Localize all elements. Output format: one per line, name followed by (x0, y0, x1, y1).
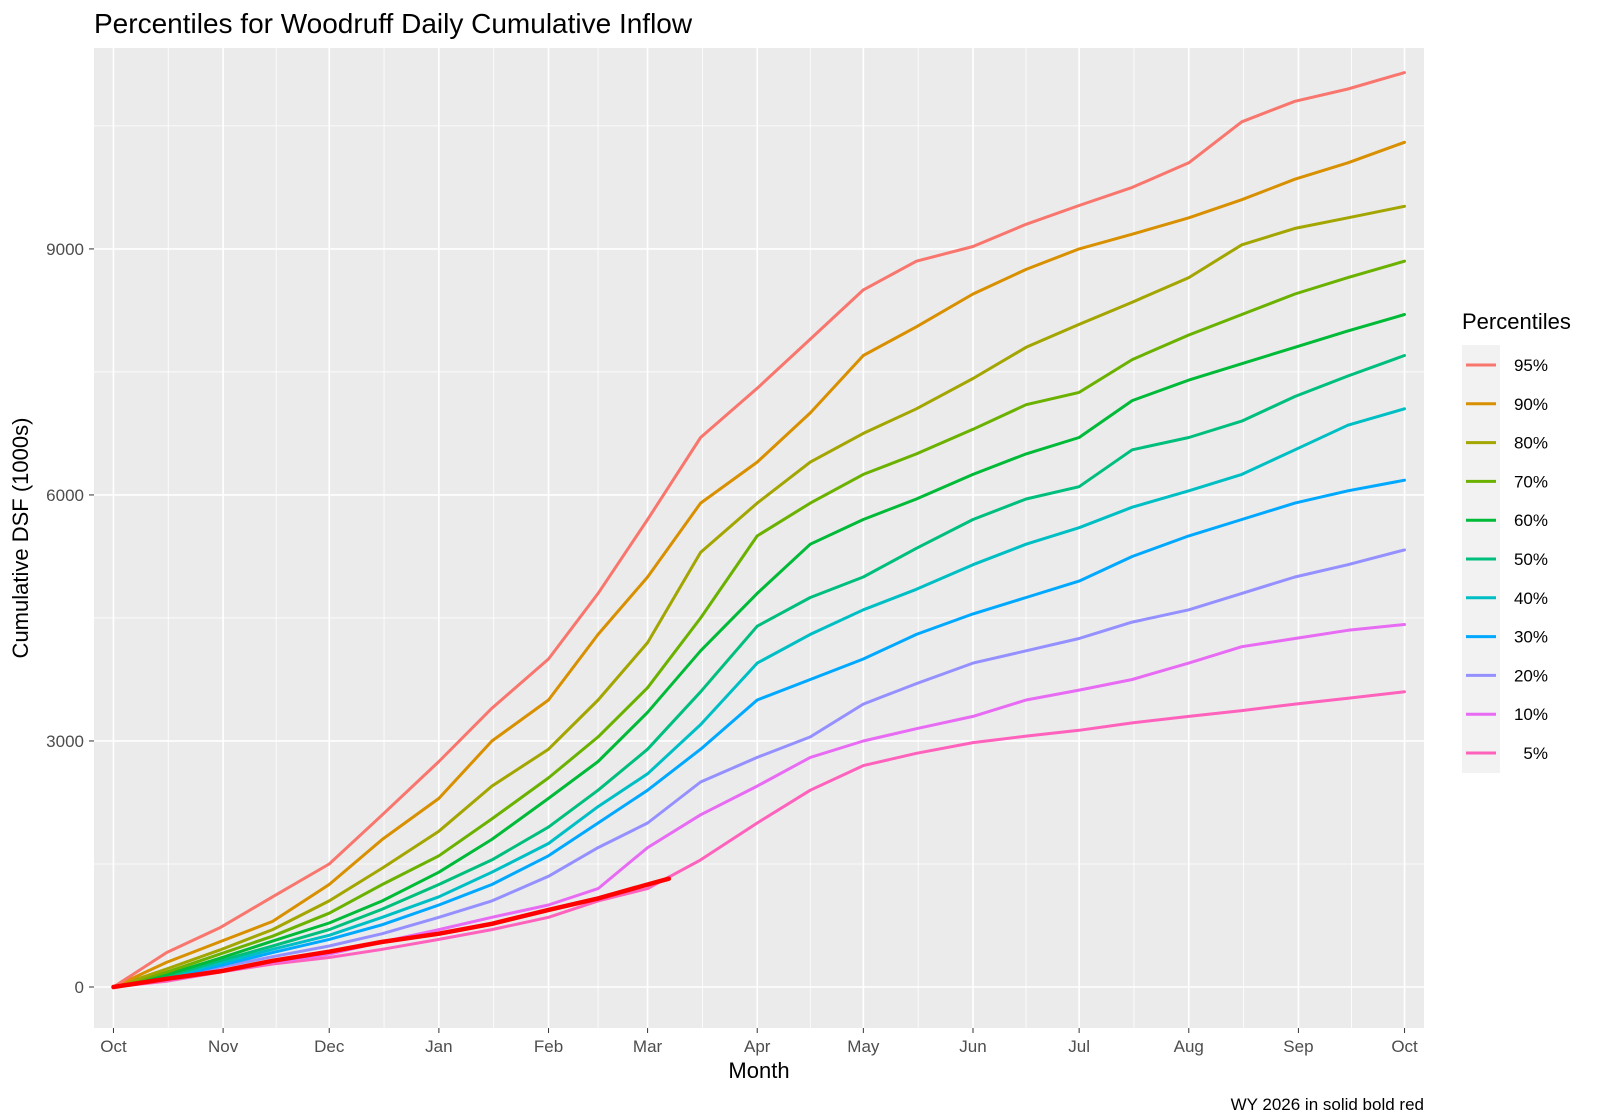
legend-label: 95% (1514, 356, 1548, 375)
x-tick-label: Jan (425, 1037, 452, 1056)
series-line-wy-2026 (111, 876, 672, 990)
series-line-80- (112, 204, 1406, 989)
legend-label: 30% (1514, 628, 1548, 647)
plot-panel (94, 48, 1424, 1028)
legend-label: 80% (1514, 434, 1548, 453)
y-tick-label: 0 (75, 978, 84, 997)
legend-label: 20% (1514, 666, 1548, 685)
legend-label: 90% (1514, 395, 1548, 414)
legend-label: 40% (1514, 589, 1548, 608)
series-line-30- (112, 478, 1406, 989)
series-line-10- (112, 623, 1406, 989)
x-tick-label: Jun (959, 1037, 986, 1056)
x-tick-label: Oct (100, 1037, 127, 1056)
y-tick-label: 3000 (46, 732, 84, 751)
series-line-40- (112, 407, 1406, 989)
x-tick-label: Mar (633, 1037, 663, 1056)
series-line-5- (112, 690, 1406, 989)
x-tick-label: Oct (1391, 1037, 1418, 1056)
series-line-50- (112, 354, 1406, 989)
chart-caption: WY 2026 in solid bold red (1231, 1095, 1424, 1114)
x-tick-label: Aug (1174, 1037, 1204, 1056)
x-tick-label: Feb (534, 1037, 563, 1056)
series-layer (111, 71, 1406, 990)
series-line-90- (112, 140, 1406, 989)
y-tick-label: 6000 (46, 486, 84, 505)
legend-label: 70% (1514, 472, 1548, 491)
tick-layer: Oct Nov Dec Jan Feb Mar Apr May Jun Jul Aug Sep Oct 0… (46, 240, 1418, 1056)
legend-label: 50% (1514, 550, 1548, 569)
x-tick-label: Sep (1283, 1037, 1313, 1056)
x-tick-label: Apr (744, 1037, 771, 1056)
series-line-70- (112, 259, 1406, 989)
legend: Percentiles 95% 90% 80% 70% 60% 50% 40% 30% 20% 1… (1462, 309, 1571, 773)
x-tick-label: May (847, 1037, 880, 1056)
legend-label: 60% (1514, 511, 1548, 530)
x-tick-label: Nov (208, 1037, 239, 1056)
y-axis-title: Cumulative DSF (1000s) (8, 418, 33, 659)
legend-label: 5% (1523, 744, 1548, 763)
x-tick-label: Jul (1068, 1037, 1090, 1056)
legend-title: Percentiles (1462, 309, 1571, 334)
y-tick-label: 9000 (46, 240, 84, 259)
chart-title: Percentiles for Woodruff Daily Cumulativ… (94, 8, 693, 39)
series-line-95- (112, 71, 1406, 989)
series-line-60- (112, 313, 1406, 989)
series-line-20- (112, 548, 1406, 989)
legend-label: 10% (1514, 705, 1548, 724)
x-tick-label: Dec (314, 1037, 345, 1056)
x-axis-title: Month (728, 1058, 789, 1083)
